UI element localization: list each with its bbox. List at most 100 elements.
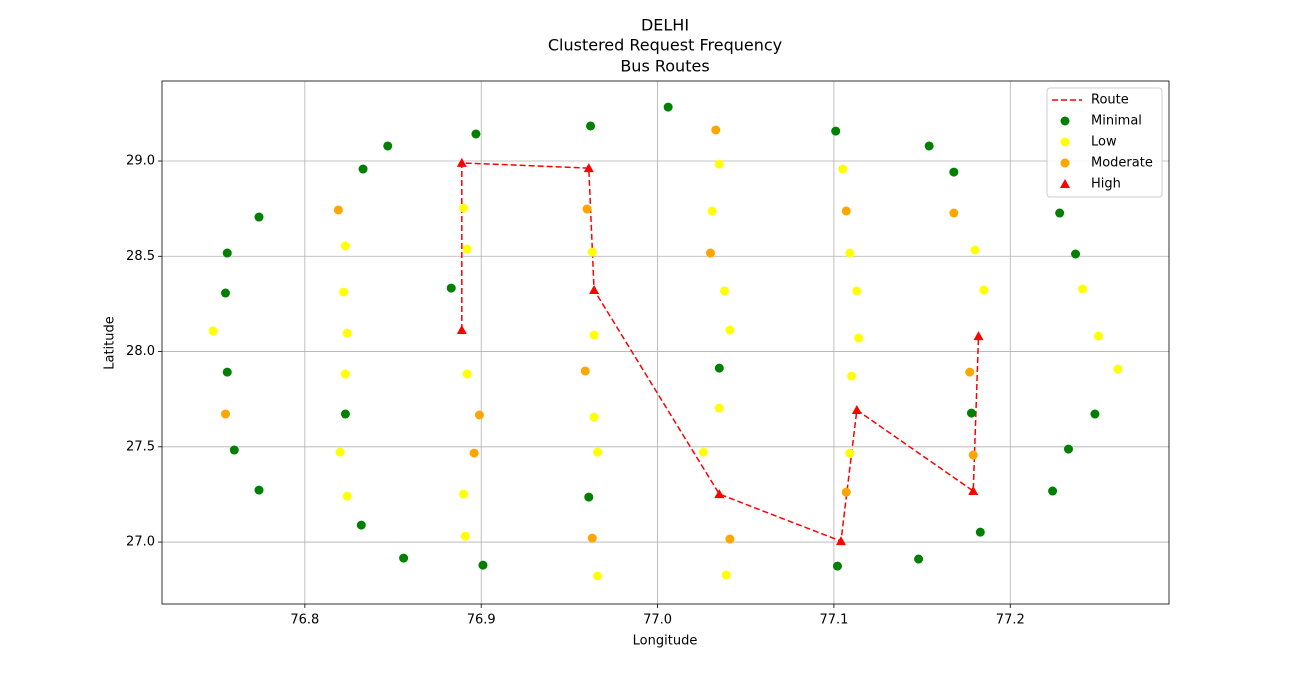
y-axis-label: Latitude <box>103 316 118 370</box>
marker-dot <box>721 570 731 580</box>
marker-dot <box>854 333 864 343</box>
marker-dot <box>1113 364 1123 374</box>
legend-label: Moderate <box>1091 156 1153 171</box>
marker-dot <box>586 121 596 131</box>
marker-dot <box>254 485 264 495</box>
marker-dot <box>342 491 352 501</box>
marker-dot <box>725 534 735 544</box>
marker-triangle <box>973 331 984 341</box>
marker-dot <box>208 326 218 336</box>
y-tick-label: 28.5 <box>126 249 155 264</box>
legend: Route Minimal Low Moderate High <box>1046 87 1163 198</box>
chart-title: Bus Routes <box>620 57 709 76</box>
x-axis-label: Longitude <box>633 634 698 649</box>
marker-dot <box>845 248 855 258</box>
marker-dot <box>1071 249 1081 259</box>
marker-dot <box>705 248 715 258</box>
legend-box <box>1046 87 1163 198</box>
marker-dot <box>356 520 366 530</box>
marker-dot <box>222 248 232 258</box>
marker-dot <box>720 286 730 296</box>
marker-dot <box>335 447 345 457</box>
marker-dot <box>966 408 976 418</box>
marker-dot <box>593 571 603 581</box>
marker-dot <box>474 410 484 420</box>
marker-dot <box>924 141 934 151</box>
marker-dot <box>949 208 959 218</box>
marker-dot <box>707 206 717 216</box>
marker-dot <box>383 141 393 151</box>
marker-triangle <box>583 163 594 173</box>
marker-dot <box>478 560 488 570</box>
marker-dot <box>446 283 456 293</box>
marker-dot <box>831 126 841 136</box>
y-tick-label: 27.0 <box>126 535 155 550</box>
marker-dot <box>1090 409 1100 419</box>
marker-dot <box>832 561 842 571</box>
marker-dot <box>333 205 343 215</box>
marker-dot <box>1078 284 1088 294</box>
marker-dot <box>459 203 469 213</box>
marker-dot <box>847 371 857 381</box>
x-tick-label: 77.0 <box>643 613 672 628</box>
marker-dot <box>970 245 980 255</box>
x-tick-label: 77.1 <box>819 613 848 628</box>
legend-swatch <box>1060 158 1070 168</box>
marker-dot <box>949 167 959 177</box>
chart-title: DELHI <box>641 16 689 35</box>
marker-dot <box>462 244 472 254</box>
marker-dot <box>471 129 481 139</box>
marker-triangle <box>589 285 600 295</box>
marker-dot <box>358 164 368 174</box>
marker-dot <box>1063 444 1073 454</box>
marker-dot <box>342 328 352 338</box>
marker-dot <box>220 288 230 298</box>
x-tick-label: 77.2 <box>996 613 1025 628</box>
route-line <box>461 162 980 543</box>
marker-triangle <box>835 536 846 546</box>
marker-dot <box>714 403 724 413</box>
marker-dot <box>459 489 469 499</box>
chart-title: Clustered Request Frequency <box>548 36 782 55</box>
marker-dot <box>714 363 724 373</box>
marker-dot <box>399 553 409 563</box>
legend-swatch <box>1060 116 1070 126</box>
marker-dot <box>845 448 855 458</box>
marker-dot <box>1055 208 1065 218</box>
marker-dot <box>222 367 232 377</box>
marker-dot <box>852 286 862 296</box>
legend-label: Minimal <box>1091 114 1142 129</box>
marker-dot <box>589 330 599 340</box>
marker-dot <box>975 527 985 537</box>
marker-dot <box>462 369 472 379</box>
marker-dot <box>460 531 470 541</box>
marker-dot <box>587 247 597 257</box>
marker-dot <box>841 206 851 216</box>
marker-triangle <box>851 405 862 415</box>
marker-dot <box>580 366 590 376</box>
marker-triangle <box>456 325 467 335</box>
marker-dot <box>593 447 603 457</box>
y-tick-label: 29.0 <box>126 154 155 169</box>
marker-dot <box>1093 331 1103 341</box>
marker-dot <box>584 492 594 502</box>
marker-dot <box>1048 486 1058 496</box>
marker-dot <box>339 287 349 297</box>
legend-swatch <box>1060 179 1070 188</box>
y-tick-label: 27.5 <box>126 439 155 454</box>
marker-dot <box>979 285 989 295</box>
marker-dot <box>698 447 708 457</box>
marker-dot <box>968 450 978 460</box>
marker-dot <box>965 367 975 377</box>
marker-dot <box>340 241 350 251</box>
marker-dot <box>711 125 721 135</box>
legend-label: Route <box>1091 93 1129 108</box>
plot-frame <box>161 80 1170 605</box>
legend-swatch <box>1060 137 1070 147</box>
marker-dot <box>587 533 597 543</box>
marker-triangle <box>714 489 725 499</box>
marker-dot <box>663 102 673 112</box>
marker-dot <box>841 487 851 497</box>
marker-dot <box>914 554 924 564</box>
